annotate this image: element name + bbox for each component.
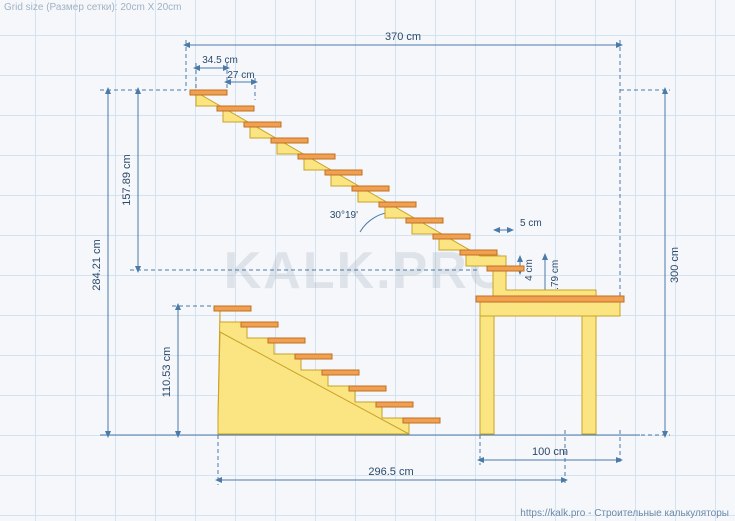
dim-upper-height: 157.89 cm bbox=[121, 154, 133, 205]
dim-total-height: 300 cm bbox=[669, 247, 681, 283]
landing-post-right bbox=[582, 316, 596, 434]
dim-tread-overhang: 34.5 cm bbox=[202, 55, 238, 66]
landing-post-left bbox=[480, 316, 494, 434]
dim-total-width: 370 cm bbox=[385, 31, 421, 43]
dim-lower-height: 110.53 cm bbox=[161, 347, 173, 398]
angle-label: 30°19' bbox=[330, 210, 358, 221]
drawing-canvas: 370 cm 34.5 cm 27 cm 300 cm 284.21 cm 15… bbox=[0, 0, 735, 521]
dim-landing-width: 100 cm bbox=[532, 446, 568, 458]
dim-tread-depth: 27 cm bbox=[227, 70, 254, 81]
dim-bottom-width: 296.5 cm bbox=[368, 466, 413, 478]
dim-small-b: 4 cm bbox=[524, 259, 535, 281]
landing-tread bbox=[476, 296, 624, 302]
lower-stringer-under bbox=[218, 332, 409, 434]
dim-small-a: 5 cm bbox=[520, 218, 542, 229]
dim-full-left: 284.21 cm bbox=[91, 239, 103, 290]
